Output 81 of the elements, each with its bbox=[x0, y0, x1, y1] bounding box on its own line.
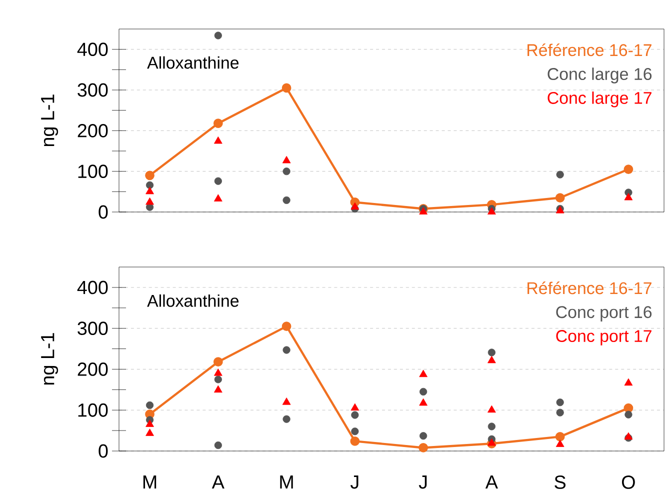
annotation: Alloxanthine bbox=[147, 56, 239, 69]
point bbox=[282, 168, 290, 176]
point bbox=[488, 356, 496, 364]
point bbox=[420, 388, 428, 396]
point bbox=[282, 415, 290, 423]
point bbox=[282, 156, 291, 164]
text: Conc port 16 bbox=[556, 306, 652, 322]
y-tick-label: 300 bbox=[78, 322, 108, 336]
point bbox=[146, 420, 154, 427]
point bbox=[213, 118, 223, 128]
point bbox=[555, 193, 565, 202]
x-tick-label: A bbox=[212, 476, 224, 489]
y-tick-label: 0 bbox=[98, 205, 108, 219]
point bbox=[624, 378, 633, 386]
point bbox=[419, 398, 428, 406]
y-tick-label: 400 bbox=[77, 42, 108, 56]
point bbox=[351, 428, 359, 436]
point bbox=[146, 401, 154, 410]
point bbox=[488, 422, 496, 430]
point bbox=[146, 428, 154, 436]
x-tick-label: O bbox=[622, 476, 635, 489]
point bbox=[282, 83, 292, 93]
point bbox=[282, 398, 291, 405]
point bbox=[420, 432, 428, 440]
point bbox=[146, 181, 154, 189]
point bbox=[282, 346, 290, 354]
y-tick-label: 100 bbox=[78, 164, 108, 178]
text: Conc large 16 bbox=[548, 68, 652, 84]
point bbox=[556, 398, 564, 406]
point bbox=[488, 438, 496, 446]
point bbox=[624, 403, 634, 413]
point bbox=[350, 436, 360, 446]
point bbox=[419, 207, 428, 214]
x-tick-label: S bbox=[554, 476, 566, 489]
point bbox=[146, 186, 154, 194]
point bbox=[624, 410, 632, 418]
point bbox=[145, 170, 154, 180]
point bbox=[350, 202, 360, 210]
text: Référence 16-17 bbox=[528, 44, 652, 56]
y-tick-label: 200 bbox=[78, 124, 108, 138]
text: Conc port 17 bbox=[556, 330, 652, 346]
x-tick-label: J bbox=[418, 476, 427, 489]
point bbox=[488, 207, 496, 214]
point bbox=[214, 177, 222, 185]
point bbox=[418, 443, 428, 452]
y-tick-label: 100 bbox=[78, 403, 108, 417]
point bbox=[351, 411, 359, 419]
text: Référence 16-17 bbox=[528, 282, 652, 294]
x-tick-label: M bbox=[280, 476, 293, 489]
point bbox=[556, 170, 564, 178]
x-tick-label: M bbox=[143, 476, 156, 489]
point bbox=[214, 385, 222, 393]
point bbox=[350, 403, 360, 411]
point bbox=[282, 196, 290, 204]
point bbox=[624, 164, 634, 174]
point bbox=[214, 376, 222, 384]
y-tick-label: 0 bbox=[98, 444, 108, 458]
annotation: Alloxanthine bbox=[147, 294, 239, 307]
y-axis-title: ng L-1 bbox=[41, 94, 58, 146]
y-axis-title: ng L-1 bbox=[41, 333, 58, 385]
text: Conc large 17 bbox=[548, 92, 652, 108]
point bbox=[488, 348, 496, 356]
x-tick-label: A bbox=[485, 476, 498, 489]
point bbox=[214, 136, 222, 144]
point bbox=[214, 368, 222, 376]
y-tick-label: 300 bbox=[78, 83, 108, 97]
point bbox=[488, 405, 496, 413]
point bbox=[214, 441, 222, 450]
y-tick-label: 200 bbox=[78, 362, 108, 376]
point bbox=[556, 440, 564, 447]
point bbox=[555, 432, 565, 442]
point bbox=[624, 192, 633, 200]
point bbox=[282, 322, 292, 331]
point bbox=[419, 370, 428, 378]
x-tick-label: J bbox=[350, 476, 358, 489]
point bbox=[213, 357, 223, 367]
point bbox=[214, 194, 222, 202]
point bbox=[214, 32, 222, 40]
point bbox=[146, 197, 154, 205]
point bbox=[556, 408, 564, 416]
y-tick-label: 400 bbox=[77, 280, 108, 294]
